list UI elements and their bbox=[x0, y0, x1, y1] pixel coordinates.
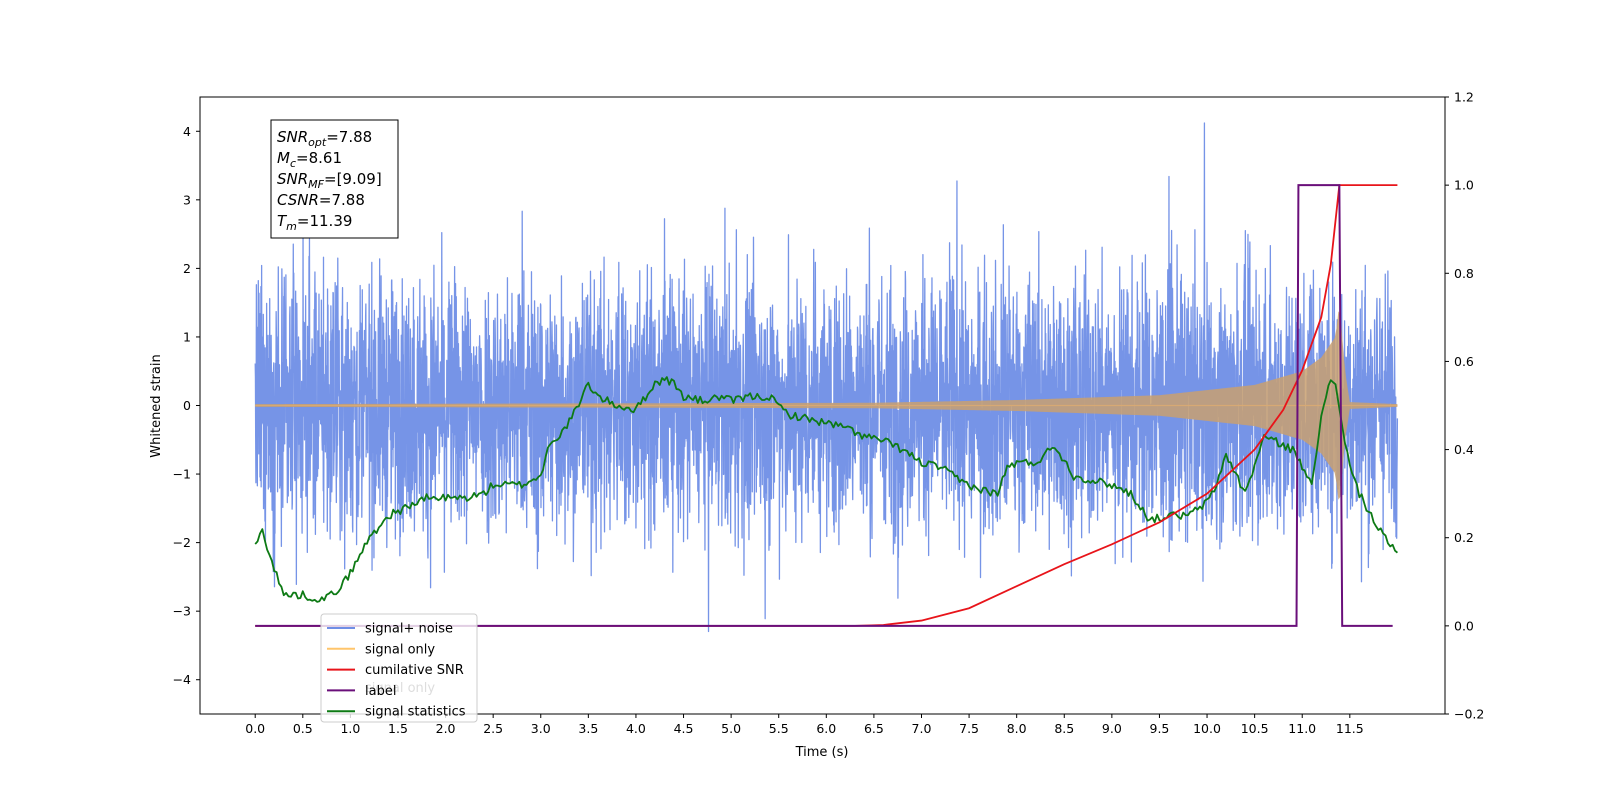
y-tick-label: 2 bbox=[183, 261, 191, 276]
annotation-symbol: SNR bbox=[277, 128, 308, 146]
x-tick-label: 3.5 bbox=[578, 721, 598, 736]
annotation-subscript: opt bbox=[308, 136, 327, 149]
x-tick-label: 10.0 bbox=[1193, 721, 1221, 736]
annotation-value: =8.61 bbox=[296, 149, 342, 167]
x-tick-label: 11.5 bbox=[1336, 721, 1364, 736]
x-tick-label: 9.5 bbox=[1150, 721, 1170, 736]
annotation-value: =11.39 bbox=[297, 212, 353, 230]
y-tick-label: 4 bbox=[183, 124, 191, 139]
y2-tick-label: 0.6 bbox=[1454, 354, 1474, 369]
plot-area bbox=[254, 122, 1399, 633]
x-tick-label: 6.0 bbox=[816, 721, 836, 736]
y-tick-label: 1 bbox=[183, 329, 191, 344]
series-signal-plus-noise bbox=[254, 122, 1399, 633]
x-tick-label: 0.0 bbox=[245, 721, 265, 736]
x-tick-label: 4.0 bbox=[626, 721, 646, 736]
annotation-value: =[9.09] bbox=[324, 170, 382, 188]
y2-axis-ticks: 1.2 1.0 0.8 0.6 0.4 0.2 0.0 −0.2 bbox=[1445, 90, 1484, 722]
stats-annotation-box: SNRopt=7.88Mc=8.61SNRMF=[9.09]CSNR=7.88T… bbox=[270, 119, 399, 239]
series-label bbox=[255, 184, 1393, 627]
annotation-symbol: T bbox=[277, 212, 288, 230]
x-tick-label: 10.5 bbox=[1241, 721, 1269, 736]
legend-label-csnr: cumilative SNR bbox=[365, 663, 464, 678]
x-tick-label: 6.5 bbox=[864, 721, 884, 736]
x-axis-ticks: 0.0 0.5 1.0 1.5 2.0 2.5 3.0 3.5 4.0 4.5 5.0 5.5 6.0 6… bbox=[245, 714, 1364, 736]
annotation-subscript: MF bbox=[308, 178, 324, 191]
annotation-line: CSNR=7.88 bbox=[277, 191, 365, 209]
y2-tick-label: −0.2 bbox=[1454, 707, 1484, 722]
legend: signal only signal+ noise signal only cumi… bbox=[320, 613, 478, 723]
x-tick-label: 3.0 bbox=[531, 721, 551, 736]
annotation-line: Mc=8.61 bbox=[277, 149, 342, 170]
x-tick-label: 2.0 bbox=[436, 721, 456, 736]
x-tick-label: 2.5 bbox=[483, 721, 503, 736]
annotation-subscript: c bbox=[290, 157, 296, 170]
x-tick-label: 7.5 bbox=[959, 721, 979, 736]
x-tick-label: 1.0 bbox=[340, 721, 360, 736]
series-signal-statistics bbox=[254, 376, 1398, 603]
legend-label-stats: signal statistics bbox=[365, 705, 466, 720]
annotation-symbol: CSNR bbox=[277, 191, 319, 209]
annotation-symbol: M bbox=[277, 149, 290, 167]
legend-label-noise: signal+ noise bbox=[365, 622, 453, 637]
legend-ghost-text: signal only bbox=[365, 681, 435, 696]
x-tick-label: 5.0 bbox=[721, 721, 741, 736]
annotation-line: SNRMF=[9.09] bbox=[277, 170, 382, 191]
x-tick-label: 1.5 bbox=[388, 721, 408, 736]
x-tick-label: 7.0 bbox=[912, 721, 932, 736]
legend-label-label: label bbox=[365, 684, 396, 699]
y2-tick-label: 1.2 bbox=[1454, 90, 1474, 105]
x-tick-label: 5.5 bbox=[769, 721, 789, 736]
x-tick-label: 8.5 bbox=[1054, 721, 1074, 736]
x-tick-label: 8.0 bbox=[1007, 721, 1027, 736]
legend-label-signal: signal only bbox=[365, 642, 435, 657]
annotation-symbol: SNR bbox=[277, 170, 308, 188]
y-tick-label: 0 bbox=[183, 398, 191, 413]
y2-tick-label: 0.2 bbox=[1454, 530, 1474, 545]
y2-tick-label: 0.4 bbox=[1454, 442, 1474, 457]
x-tick-label: 4.5 bbox=[674, 721, 694, 736]
x-axis-label: Time (s) bbox=[795, 745, 849, 760]
series-cumilative-snr bbox=[255, 184, 1398, 627]
y-axis-ticks: 4 3 2 1 0 −1 −2 −3 −4 bbox=[173, 124, 200, 687]
y2-tick-label: 1.0 bbox=[1454, 178, 1474, 193]
y-tick-label: −2 bbox=[173, 535, 191, 550]
annotation-subscript: m bbox=[286, 220, 297, 233]
x-tick-label: 11.0 bbox=[1288, 721, 1316, 736]
y2-tick-label: 0.8 bbox=[1454, 266, 1474, 281]
x-tick-label: 0.5 bbox=[293, 721, 313, 736]
annotation-frame bbox=[270, 119, 399, 239]
annotation-line: SNRopt=7.88 bbox=[277, 128, 372, 149]
annotation-value: =7.88 bbox=[319, 191, 365, 209]
y-tick-label: 3 bbox=[183, 192, 191, 207]
y-tick-label: −4 bbox=[173, 672, 191, 687]
y2-tick-label: 0.0 bbox=[1454, 618, 1474, 633]
annotation-value: =7.88 bbox=[326, 128, 372, 146]
legend-frame bbox=[320, 613, 478, 723]
x-tick-label: 9.0 bbox=[1102, 721, 1122, 736]
y-axis-label: Whitened strain bbox=[149, 354, 164, 457]
annotation-line: Tm=11.39 bbox=[277, 212, 352, 233]
y-tick-label: −3 bbox=[173, 604, 191, 619]
y-tick-label: −1 bbox=[173, 467, 191, 482]
